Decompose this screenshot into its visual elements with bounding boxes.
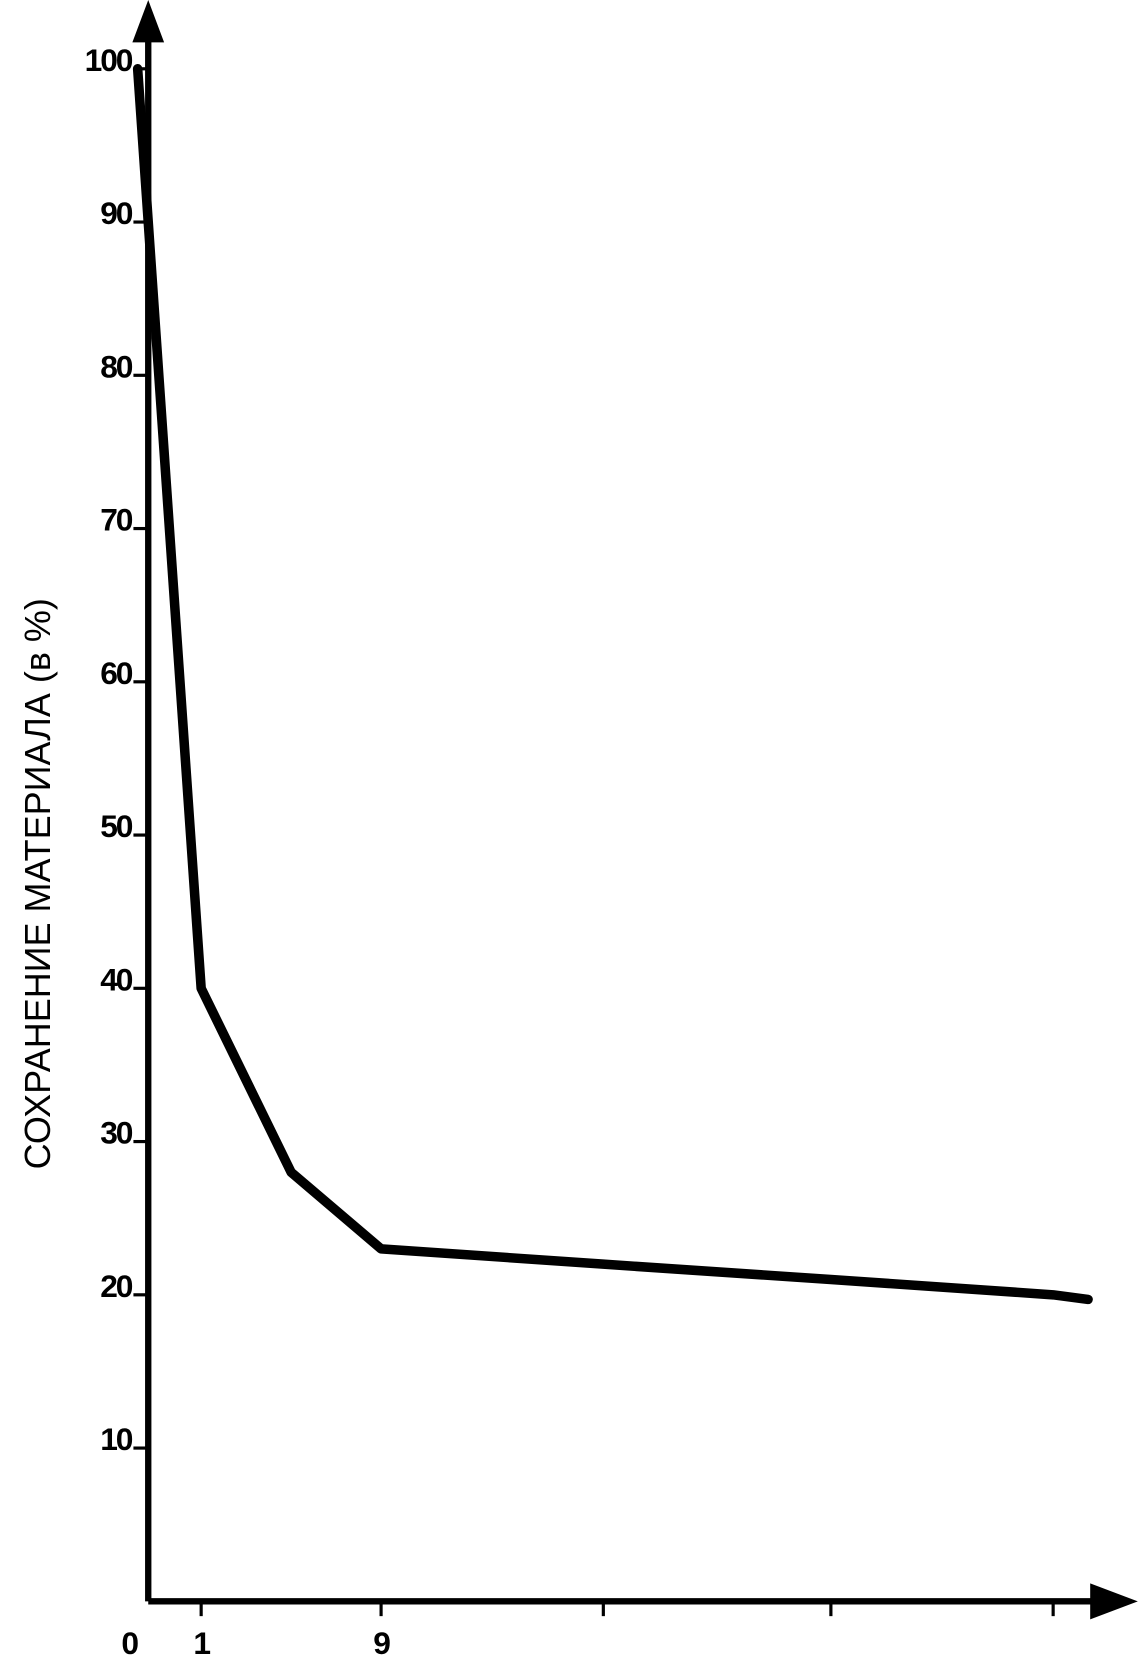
y-tick-label: 40: [100, 961, 133, 997]
y-tick-label: 50: [100, 808, 133, 844]
y-tick-label: 20: [100, 1268, 133, 1304]
x-tick-label: 0: [121, 1625, 138, 1661]
x-axis-arrow: [1090, 1583, 1138, 1620]
y-tick-label: 100: [85, 42, 133, 78]
y-tick-label: 80: [100, 348, 133, 384]
y-tick-label: 10: [100, 1421, 133, 1457]
line: [132, 64, 1093, 1305]
y-tick-label: 90: [100, 195, 133, 231]
y-axis-arrow: [132, 0, 165, 43]
y-tick-label: 60: [100, 655, 133, 691]
y-tick-label: 30: [100, 1115, 133, 1151]
y-tick-label: 70: [100, 502, 133, 538]
x-tick-label: 9: [373, 1625, 390, 1661]
y-axis-title: СОХРАНЕНИЕ МАТЕРИАЛА (в %): [17, 598, 58, 1169]
x-tick-label: 1: [193, 1625, 210, 1661]
